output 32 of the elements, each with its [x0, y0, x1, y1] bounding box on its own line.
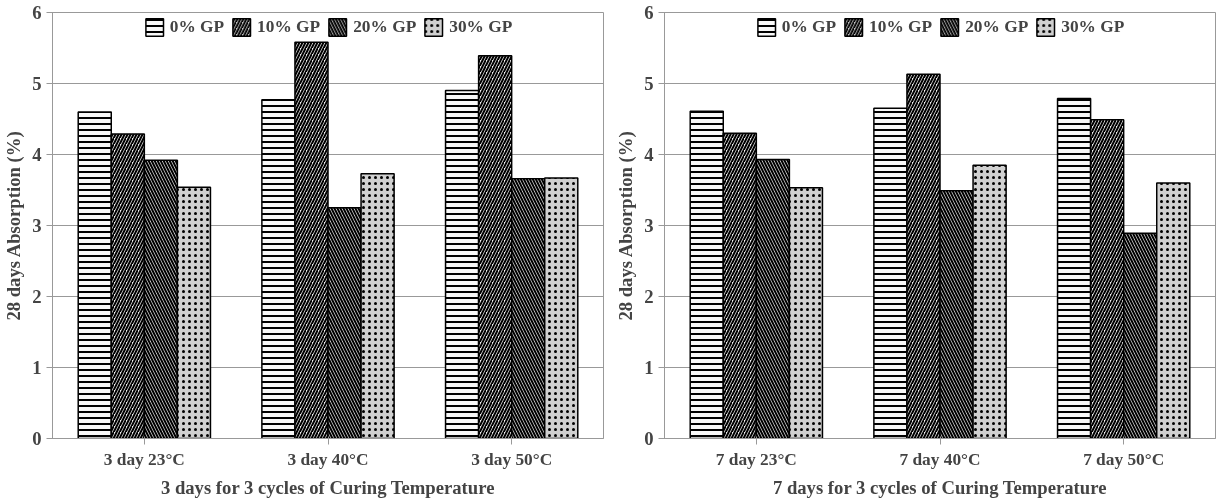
legend-label: 10% GP: [257, 17, 321, 37]
y-tick-label: 1: [32, 357, 42, 378]
x-tick-label: 3 day 40°C: [287, 449, 369, 469]
legend-label: 20% GP: [353, 17, 417, 37]
x-tick-label: 3 day 23°C: [103, 449, 185, 469]
x-axis-title: 3 days for 3 cycles of Curing Temperature: [160, 476, 495, 498]
legend-label: 30% GP: [1061, 17, 1125, 37]
x-tick-label: 3 day 50°C: [471, 449, 553, 469]
x-tick-label: 7 day 50°C: [1083, 449, 1165, 469]
x-tick-label: 7 day 23°C: [715, 449, 797, 469]
y-tick-label: 3: [644, 215, 654, 236]
y-tick-label: 2: [32, 286, 42, 307]
y-tick-label: 5: [32, 73, 42, 94]
y-tick-label: 1: [644, 357, 654, 378]
legend-label: 20% GP: [965, 17, 1029, 37]
y-tick-label: 0: [32, 428, 42, 449]
y-tick-label: 4: [32, 144, 42, 165]
legend-label: 0% GP: [781, 17, 837, 37]
y-axis-title: 28 days Absorption (%): [3, 131, 26, 321]
y-axis-title: 28 days Absorption (%): [615, 131, 638, 321]
x-axis-title: 7 days for 3 cycles of Curing Temperature: [772, 476, 1107, 498]
y-tick-label: 4: [644, 144, 654, 165]
legend-label: 10% GP: [869, 17, 933, 37]
legend-label: 0% GP: [169, 17, 225, 37]
y-tick-label: 6: [644, 2, 654, 23]
y-tick-label: 6: [32, 2, 42, 23]
y-tick-label: 2: [644, 286, 654, 307]
x-tick-label: 7 day 40°C: [899, 449, 981, 469]
legend-label: 30% GP: [449, 17, 513, 37]
y-tick-label: 3: [32, 215, 42, 236]
y-tick-label: 0: [644, 428, 654, 449]
y-tick-label: 5: [644, 73, 654, 94]
